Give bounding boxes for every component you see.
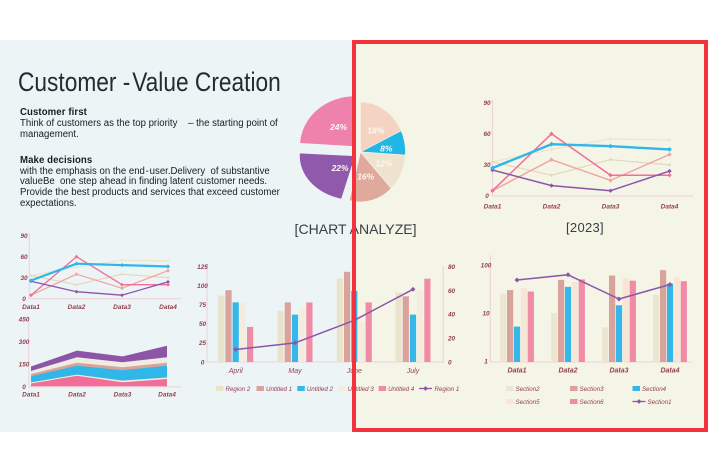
svg-text:24%: 24% bbox=[329, 122, 347, 132]
svg-text:0: 0 bbox=[201, 359, 205, 366]
svg-text:25: 25 bbox=[198, 340, 207, 347]
svg-text:50: 50 bbox=[199, 321, 207, 328]
svg-text:Section2: Section2 bbox=[516, 386, 541, 393]
svg-text:100: 100 bbox=[197, 283, 208, 290]
svg-text:Data3: Data3 bbox=[609, 368, 628, 375]
svg-text:90: 90 bbox=[483, 100, 491, 107]
svg-text:Section4: Section4 bbox=[642, 386, 667, 393]
svg-text:Untitled 4: Untitled 4 bbox=[388, 386, 415, 393]
svg-text:Data2: Data2 bbox=[543, 204, 561, 211]
svg-text:Data1: Data1 bbox=[22, 392, 40, 399]
svg-text:20: 20 bbox=[447, 335, 456, 342]
svg-text:Untitled 3: Untitled 3 bbox=[348, 386, 375, 393]
svg-text:16%: 16% bbox=[357, 172, 374, 182]
svg-text:8%: 8% bbox=[380, 144, 393, 154]
svg-text:60: 60 bbox=[20, 254, 28, 261]
svg-text:Data4: Data4 bbox=[660, 368, 679, 375]
svg-text:Data1: Data1 bbox=[507, 368, 526, 375]
svg-text:Data1: Data1 bbox=[484, 204, 502, 211]
svg-text:75: 75 bbox=[199, 302, 207, 309]
svg-text:Section3: Section3 bbox=[580, 386, 605, 393]
svg-text:60: 60 bbox=[483, 131, 491, 138]
svg-text:Untitled 2: Untitled 2 bbox=[307, 386, 334, 393]
svg-text:100: 100 bbox=[481, 262, 492, 269]
svg-text:10: 10 bbox=[482, 310, 490, 317]
svg-text:Data1: Data1 bbox=[22, 304, 40, 311]
svg-text:Untitled 1: Untitled 1 bbox=[266, 386, 292, 393]
svg-text:Data2: Data2 bbox=[68, 304, 86, 311]
svg-text:18%: 18% bbox=[367, 126, 384, 136]
svg-text:80: 80 bbox=[448, 264, 456, 271]
svg-text:Data3: Data3 bbox=[602, 204, 620, 211]
svg-text:Data4: Data4 bbox=[661, 204, 679, 211]
svg-text:40: 40 bbox=[447, 312, 456, 319]
svg-text:60: 60 bbox=[448, 288, 456, 295]
svg-text:Data4: Data4 bbox=[158, 392, 176, 399]
svg-text:30: 30 bbox=[483, 162, 491, 169]
svg-text:450: 450 bbox=[18, 316, 30, 323]
svg-text:Region 1: Region 1 bbox=[435, 386, 460, 393]
svg-text:12%: 12% bbox=[375, 159, 392, 169]
svg-text:300: 300 bbox=[19, 339, 30, 346]
svg-text:0: 0 bbox=[22, 384, 26, 391]
svg-text:1: 1 bbox=[484, 358, 488, 365]
svg-text:90: 90 bbox=[20, 233, 28, 240]
svg-text:Data3: Data3 bbox=[114, 392, 132, 399]
svg-text:30: 30 bbox=[20, 275, 28, 282]
svg-text:0: 0 bbox=[485, 193, 489, 200]
svg-text:0: 0 bbox=[448, 359, 452, 366]
svg-text:Data2: Data2 bbox=[558, 368, 577, 375]
svg-text:Section5: Section5 bbox=[516, 399, 541, 406]
svg-text:0: 0 bbox=[22, 296, 26, 303]
svg-text:Section6: Section6 bbox=[580, 399, 605, 406]
svg-text:22%: 22% bbox=[331, 163, 349, 173]
svg-text:April: April bbox=[228, 368, 243, 375]
svg-text:Data4: Data4 bbox=[159, 304, 177, 311]
svg-text:July: July bbox=[406, 368, 420, 375]
svg-text:Data2: Data2 bbox=[68, 392, 86, 399]
svg-text:150: 150 bbox=[19, 362, 30, 369]
svg-text:May: May bbox=[288, 368, 302, 375]
svg-text:Region 2: Region 2 bbox=[226, 386, 251, 393]
svg-text:125: 125 bbox=[197, 264, 208, 271]
svg-text:Section1: Section1 bbox=[648, 399, 672, 406]
svg-text:Data3: Data3 bbox=[113, 304, 131, 311]
